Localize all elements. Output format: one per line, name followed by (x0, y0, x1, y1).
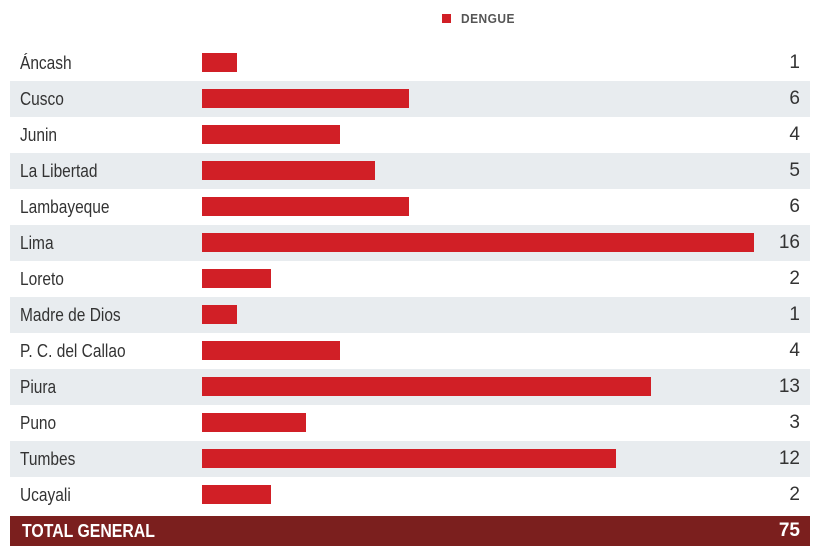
bar (202, 125, 340, 144)
category-label: Puno (20, 413, 57, 433)
bar-row: Tumbes 12 (10, 441, 810, 477)
bar-row: Loreto 2 (10, 261, 810, 297)
bar (202, 377, 651, 396)
bar-row: Madre de Dios 1 (10, 297, 810, 333)
category-label: P. C. del Callao (20, 341, 126, 361)
category-label: Cusco (20, 89, 64, 109)
bar (202, 53, 237, 72)
bar-row: Ucayali 2 (10, 477, 810, 513)
value-label: 12 (778, 448, 800, 469)
category-label: Tumbes (20, 449, 76, 469)
value-label: 6 (789, 196, 800, 217)
category-label: Madre de Dios (20, 305, 121, 325)
bar (202, 305, 237, 324)
total-row: TOTAL GENERAL 75 (10, 516, 810, 546)
bar (202, 269, 271, 288)
bar (202, 341, 340, 360)
value-label: 1 (789, 304, 800, 325)
bar-chart-rows: Áncash 1 Cusco 6 Junin 4 La Libertad 5 Lambayequ… (10, 45, 810, 513)
bar-row: Piura 13 (10, 369, 810, 405)
value-label: 4 (789, 124, 800, 145)
bar (202, 197, 409, 216)
value-label: 13 (778, 376, 800, 397)
category-label: Áncash (20, 53, 72, 73)
category-label: Junin (20, 125, 58, 145)
bar (202, 485, 271, 504)
legend-swatch-dengue (442, 13, 451, 23)
value-label: 16 (778, 232, 800, 253)
bar-row: Puno 3 (10, 405, 810, 441)
value-label: 1 (789, 52, 800, 73)
bar-row: Lima 16 (10, 225, 810, 261)
bar (202, 449, 616, 468)
bar (202, 233, 754, 252)
bar-row: Cusco 6 (10, 81, 810, 117)
category-label: Lima (20, 233, 54, 253)
total-label: TOTAL GENERAL (22, 521, 155, 541)
category-label: Ucayali (20, 485, 71, 505)
value-label: 2 (789, 484, 800, 505)
value-label: 2 (789, 268, 800, 289)
bar (202, 89, 409, 108)
bar-row: P. C. del Callao 4 (10, 333, 810, 369)
bar-row: La Libertad 5 (10, 153, 810, 189)
category-label: Piura (20, 377, 57, 397)
value-label: 6 (789, 88, 800, 109)
category-label: Loreto (20, 269, 64, 289)
bar (202, 161, 375, 180)
category-label: Lambayeque (20, 197, 110, 217)
total-value: 75 (778, 520, 800, 541)
value-label: 5 (789, 160, 800, 181)
value-label: 3 (789, 412, 800, 433)
bar-row: Junin 4 (10, 117, 810, 153)
bar-row: Áncash 1 (10, 45, 810, 81)
bar (202, 413, 306, 432)
chart-legend: DENGUE (442, 8, 520, 28)
value-label: 4 (789, 340, 800, 361)
category-label: La Libertad (20, 161, 98, 181)
legend-label-dengue: DENGUE (461, 10, 515, 26)
bar-row: Lambayeque 6 (10, 189, 810, 225)
